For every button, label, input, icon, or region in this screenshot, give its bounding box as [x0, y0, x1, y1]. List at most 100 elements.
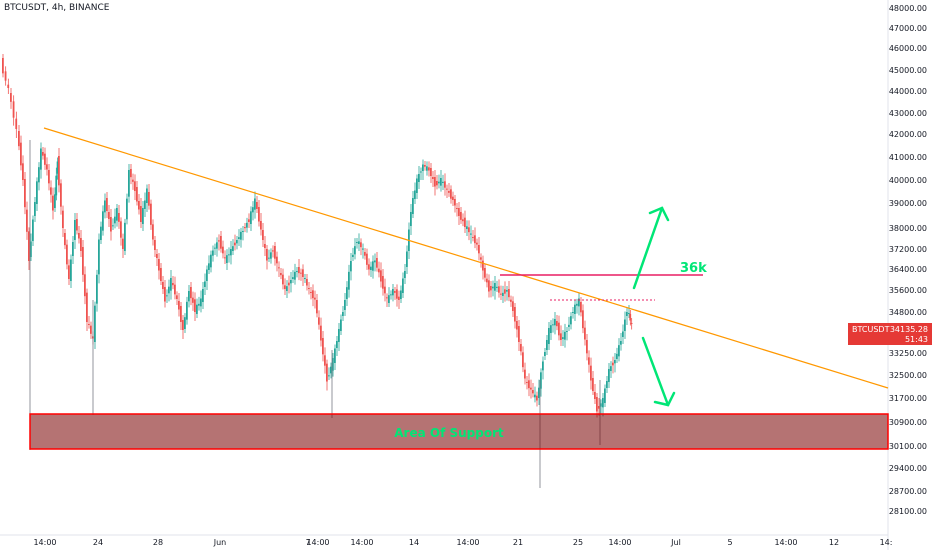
price-tick-label: 42000.00	[889, 130, 927, 139]
descending-trendline[interactable]	[43, 127, 889, 389]
candle-body	[94, 305, 96, 342]
candle-body	[10, 93, 12, 102]
candle-body	[444, 181, 446, 188]
candle-body	[598, 406, 600, 409]
candle-body	[504, 289, 506, 294]
candle-body	[350, 261, 352, 272]
candle-body	[222, 246, 224, 254]
candle-body	[338, 329, 340, 342]
candle-body	[15, 118, 18, 129]
candle-body	[34, 202, 36, 216]
candle-body	[426, 166, 428, 171]
candle-body	[586, 340, 588, 354]
candle-body	[212, 250, 214, 256]
candle-body	[134, 181, 136, 191]
candle-body	[334, 348, 336, 363]
price-tick-label: 46000.00	[889, 44, 927, 53]
candle-body	[254, 198, 256, 210]
candle-body	[198, 303, 200, 306]
candle-body	[296, 271, 298, 272]
candle-body	[474, 235, 476, 244]
time-tick-label: 14:00	[774, 538, 797, 547]
candle-body	[140, 206, 142, 222]
last-price-tag[interactable]: BTCUSDT 34135.28 51:43	[848, 323, 932, 345]
candle-body	[550, 325, 552, 333]
time-tick-label: 14:00	[350, 538, 373, 547]
candle-body	[106, 198, 108, 211]
candle-body	[240, 231, 242, 240]
resistance-label: 36k	[680, 261, 707, 276]
candle-body	[604, 388, 606, 403]
candle-body	[534, 394, 536, 398]
candle-body	[246, 222, 248, 228]
time-axis: 14:00 24 28 Jun 14:007 14:00 14 14:00 21 25 14:00 J…	[33, 538, 892, 547]
candle-body	[96, 274, 98, 304]
candle-body	[610, 366, 612, 371]
down-arrow	[641, 336, 676, 407]
candle-body	[44, 153, 46, 165]
candle-body	[456, 208, 458, 209]
candle-body	[224, 257, 226, 259]
candle-body	[112, 225, 114, 227]
candle-body	[438, 181, 440, 184]
candle-body	[88, 324, 90, 325]
candle-body	[252, 207, 254, 213]
candle-body	[250, 211, 252, 224]
candle-body	[186, 301, 188, 320]
candle-body	[118, 213, 120, 222]
candle-body	[616, 353, 618, 359]
candle-body	[238, 237, 240, 239]
candle-body	[56, 161, 59, 174]
candle-body	[70, 259, 72, 281]
candle-body	[294, 271, 296, 280]
candle-body	[592, 378, 594, 391]
candle-body	[260, 221, 262, 230]
candle-body	[214, 247, 216, 249]
candle-body	[286, 286, 288, 291]
candle-body	[546, 340, 548, 350]
candle-body	[322, 338, 324, 355]
candle-body	[124, 222, 126, 251]
candle-body	[402, 278, 404, 293]
candle-body	[302, 269, 304, 277]
candle-body	[98, 239, 100, 275]
candle-body	[270, 252, 272, 259]
candle-body	[576, 303, 578, 306]
candle-body	[422, 164, 424, 171]
candle-body	[582, 310, 584, 329]
price-tick-label: 31700.00	[889, 394, 927, 403]
candle-body	[436, 181, 438, 186]
candle-body	[594, 392, 596, 399]
candle-body	[470, 233, 472, 235]
time-tick-label: 24	[93, 538, 103, 547]
candle-body	[440, 178, 442, 186]
candle-body	[208, 263, 210, 270]
candle-body	[540, 372, 542, 389]
candle-body	[430, 168, 432, 176]
candle-body	[58, 156, 60, 186]
price-tick-label: 48000.00	[889, 4, 927, 13]
candle-body	[146, 188, 148, 203]
candle-body	[352, 254, 354, 257]
candle-body	[164, 287, 166, 302]
candle-body	[476, 242, 478, 245]
candle-body	[108, 212, 110, 219]
candle-body	[102, 211, 104, 231]
candle-body	[326, 363, 328, 382]
candle-body	[72, 242, 74, 256]
candle-body	[560, 333, 562, 340]
candle-body	[22, 163, 24, 180]
support-zone[interactable]	[29, 413, 889, 450]
candle-body	[55, 175, 58, 196]
candle-body	[166, 295, 168, 297]
price-tick-label: 35600.00	[889, 286, 927, 295]
candle-body	[274, 246, 276, 259]
candle-body	[346, 287, 348, 299]
candle-body	[492, 286, 494, 289]
candle-body	[76, 219, 78, 231]
candle-body	[300, 272, 302, 274]
candle-body	[596, 397, 598, 412]
candle-body	[316, 300, 318, 314]
time-tick-label: 25	[573, 538, 583, 547]
